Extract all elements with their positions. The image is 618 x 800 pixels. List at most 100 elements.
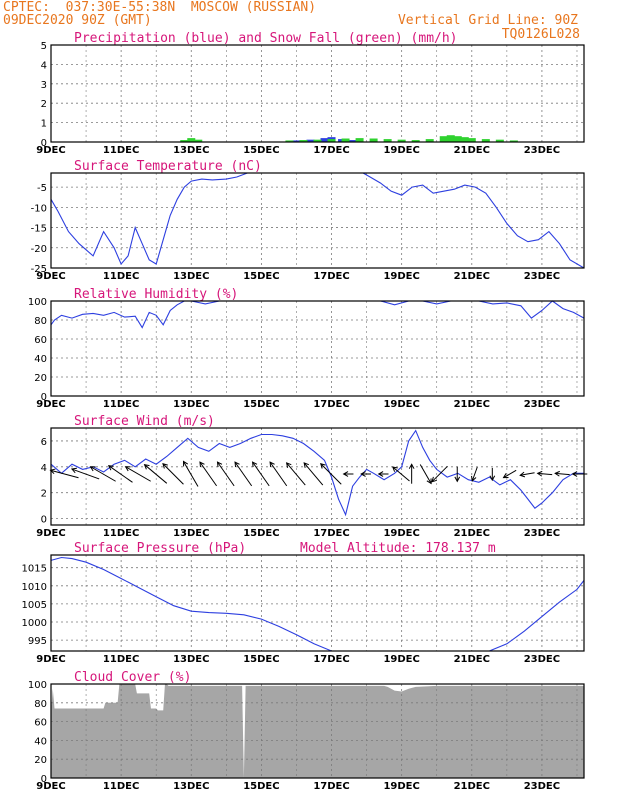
x-tick-label: 11DEC xyxy=(103,781,139,792)
y-tick-label: 4 xyxy=(41,60,47,71)
x-tick-label: 15DEC xyxy=(243,654,279,665)
panel-title: Cloud Cover (%) xyxy=(74,670,191,685)
y-tick-label: 1 xyxy=(41,119,47,130)
wind-arrow-head xyxy=(391,466,398,472)
wind-arrow-head xyxy=(519,471,526,478)
precip-bar xyxy=(320,138,329,142)
snow-bar xyxy=(187,138,196,142)
wind-arrow-head xyxy=(199,461,205,468)
x-tick-label: 21DEC xyxy=(454,145,490,156)
header-date: 09DEC2020 90Z (GMT) xyxy=(3,13,152,28)
wind-arrow-head xyxy=(536,470,543,477)
x-tick-label: 9DEC xyxy=(36,781,65,792)
y-tick-label: 20 xyxy=(34,373,47,384)
x-tick-label: 21DEC xyxy=(454,399,490,410)
snow-bar xyxy=(355,138,364,142)
panel-frame xyxy=(50,172,585,269)
wind-arrow xyxy=(503,469,517,479)
x-tick-label: 19DEC xyxy=(383,145,419,156)
x-tick-label: 9DEC xyxy=(36,399,65,410)
wind-arrow xyxy=(537,472,553,476)
x-tick-label: 15DEC xyxy=(243,781,279,792)
y-tick-label: 0 xyxy=(41,138,47,149)
x-tick-label: 11DEC xyxy=(103,145,139,156)
snow-bar xyxy=(383,139,392,142)
y-tick-label: -10 xyxy=(31,203,47,214)
precip-bar xyxy=(292,140,301,142)
panel-frame xyxy=(50,427,585,526)
x-tick-label: 13DEC xyxy=(173,145,209,156)
y-tick-label: -15 xyxy=(31,224,47,235)
header-station: CPTEC: 037:30E-55:38N MOSCOW (RUSSIAN) xyxy=(3,0,317,15)
x-tick-label: 17DEC xyxy=(313,145,349,156)
wind-arrow xyxy=(183,461,199,487)
x-tick-label: 11DEC xyxy=(103,654,139,665)
wind-arrow xyxy=(90,466,116,482)
wind-arrow-head xyxy=(454,476,461,483)
x-tick-label: 23DEC xyxy=(524,781,560,792)
x-tick-label: 17DEC xyxy=(313,654,349,665)
y-tick-label: 1005 xyxy=(22,600,47,611)
wind-arrow-head xyxy=(70,467,77,474)
wind-arrow-head xyxy=(303,462,309,468)
x-tick-label: 17DEC xyxy=(313,399,349,410)
cloud-cover-area xyxy=(51,684,584,778)
y-tick-label: 20 xyxy=(34,755,47,766)
wind-arrow xyxy=(71,468,100,480)
y-tick-label: 60 xyxy=(34,718,47,729)
wind-arrow xyxy=(286,462,306,486)
snow-bar xyxy=(467,138,476,142)
x-tick-label: 13DEC xyxy=(173,271,209,282)
y-tick-label: 80 xyxy=(34,699,47,710)
wind-arrow xyxy=(419,464,432,484)
wind-arrow-head xyxy=(162,463,168,469)
y-tick-label: 5 xyxy=(41,41,47,52)
snow-bar xyxy=(509,140,518,142)
y-tick-label: 4 xyxy=(41,463,47,474)
y-tick-label: 1000 xyxy=(22,618,47,629)
series-line xyxy=(50,429,584,517)
y-tick-label: 3 xyxy=(41,80,47,91)
wind-arrow xyxy=(199,461,218,487)
wind-arrow-head xyxy=(489,475,496,482)
y-tick-label: 995 xyxy=(28,636,47,647)
wind-arrow xyxy=(162,463,184,485)
wind-arrow xyxy=(144,464,168,484)
x-tick-label: 19DEC xyxy=(383,271,419,282)
x-tick-label: 15DEC xyxy=(243,528,279,539)
x-tick-label: 13DEC xyxy=(173,781,209,792)
x-tick-label: 9DEC xyxy=(36,271,65,282)
wind-arrow xyxy=(320,463,342,485)
x-tick-label: 9DEC xyxy=(36,654,65,665)
panel-title: Surface Temperature (nC) xyxy=(74,159,262,174)
y-tick-label: -25 xyxy=(31,264,47,275)
x-tick-label: 23DEC xyxy=(524,145,560,156)
wind-arrow-head xyxy=(251,461,258,468)
x-tick-label: 23DEC xyxy=(524,271,560,282)
y-tick-label: 100 xyxy=(28,297,47,308)
x-tick-label: 23DEC xyxy=(524,528,560,539)
wind-arrow-head xyxy=(107,465,114,471)
snow-bar xyxy=(439,136,448,142)
x-tick-label: 23DEC xyxy=(524,654,560,665)
y-tick-label: 40 xyxy=(34,736,47,747)
wind-arrow-head xyxy=(216,461,223,468)
x-tick-label: 9DEC xyxy=(36,528,65,539)
snow-bar xyxy=(460,137,469,142)
panel-frame xyxy=(50,300,585,397)
wind-arrow-head xyxy=(285,462,292,468)
panel-title: Relative Humidity (%) xyxy=(74,287,238,302)
x-tick-label: 11DEC xyxy=(103,271,139,282)
x-tick-label: 19DEC xyxy=(383,528,419,539)
x-tick-label: 19DEC xyxy=(383,654,419,665)
x-tick-label: 17DEC xyxy=(313,271,349,282)
y-tick-label: 80 xyxy=(34,316,47,327)
wind-arrow-head xyxy=(431,476,437,483)
series-line xyxy=(50,300,585,329)
x-tick-label: 15DEC xyxy=(243,145,279,156)
header-grid-note: Vertical Grid Line: 90Z xyxy=(397,13,578,28)
wind-arrow-head xyxy=(124,466,131,472)
x-tick-label: 13DEC xyxy=(173,528,209,539)
snow-bar xyxy=(180,140,189,142)
snow-bar xyxy=(341,138,350,142)
